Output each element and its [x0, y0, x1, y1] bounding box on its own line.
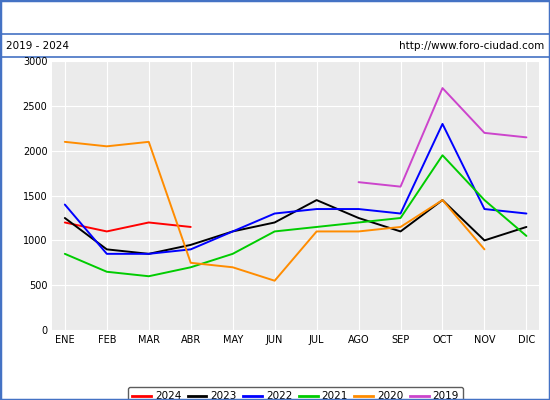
Text: http://www.foro-ciudad.com: http://www.foro-ciudad.com — [399, 41, 544, 51]
Text: Evolucion Nº Turistas Nacionales en el municipio de Cuarte de Huerva: Evolucion Nº Turistas Nacionales en el m… — [43, 10, 507, 24]
Text: 2019 - 2024: 2019 - 2024 — [6, 41, 69, 51]
Legend: 2024, 2023, 2022, 2021, 2020, 2019: 2024, 2023, 2022, 2021, 2020, 2019 — [128, 387, 463, 400]
